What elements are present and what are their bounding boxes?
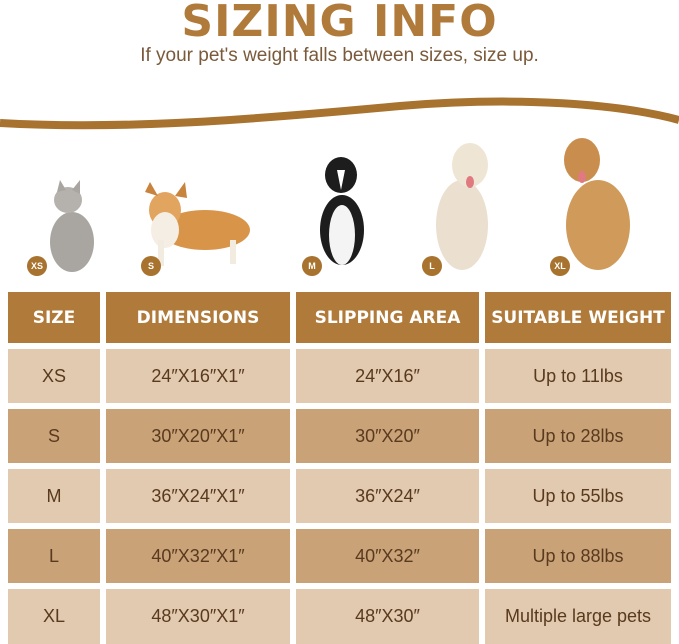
cell-dimensions: 48″X30″X1″: [106, 589, 290, 644]
size-badge-xs: XS: [27, 256, 47, 276]
corgi-image: [145, 182, 250, 266]
size-badge-xl: XL: [550, 256, 570, 276]
header-suitable-weight: SUITABLE WEIGHT: [485, 292, 671, 343]
cell-size: XS: [8, 349, 100, 403]
cell-suitable-weight: Up to 28lbs: [485, 409, 671, 463]
cell-suitable-weight: Up to 11lbs: [485, 349, 671, 403]
size-badge-m: M: [302, 256, 322, 276]
cell-slipping-area: 48″X30″: [296, 589, 479, 644]
cat-image: [50, 180, 94, 272]
cell-suitable-weight: Up to 55lbs: [485, 469, 671, 523]
cell-suitable-weight: Up to 88lbs: [485, 529, 671, 583]
cell-dimensions: 30″X20″X1″: [106, 409, 290, 463]
cell-size: S: [8, 409, 100, 463]
cell-dimensions: 36″X24″X1″: [106, 469, 290, 523]
wave-divider: [0, 97, 679, 130]
cell-slipping-area: 24″X16″: [296, 349, 479, 403]
pet-images: XS S M L XL: [0, 130, 679, 280]
cell-suitable-weight: Multiple large pets: [485, 589, 671, 644]
cell-size: XL: [8, 589, 100, 644]
header-slipping-area: SLIPPING AREA: [296, 292, 479, 343]
header-dimensions: DIMENSIONS: [106, 292, 290, 343]
size-badge-s: S: [141, 256, 161, 276]
cell-size: L: [8, 529, 100, 583]
subtitle: If your pet's weight falls between sizes…: [140, 45, 539, 66]
header-size: SIZE: [8, 292, 100, 343]
cell-slipping-area: 36″X24″: [296, 469, 479, 523]
pet-illustrations: [50, 138, 630, 272]
golden-retriever-image: [564, 138, 630, 270]
page-title: SIZING INFO: [181, 0, 498, 47]
cell-size: M: [8, 469, 100, 523]
cell-slipping-area: 40″X32″: [296, 529, 479, 583]
cell-slipping-area: 30″X20″: [296, 409, 479, 463]
size-badge-l: L: [422, 256, 442, 276]
cell-dimensions: 24″X16″X1″: [106, 349, 290, 403]
border-collie-image: [320, 157, 364, 265]
cell-dimensions: 40″X32″X1″: [106, 529, 290, 583]
light-golden-retriever-image: [436, 143, 488, 270]
